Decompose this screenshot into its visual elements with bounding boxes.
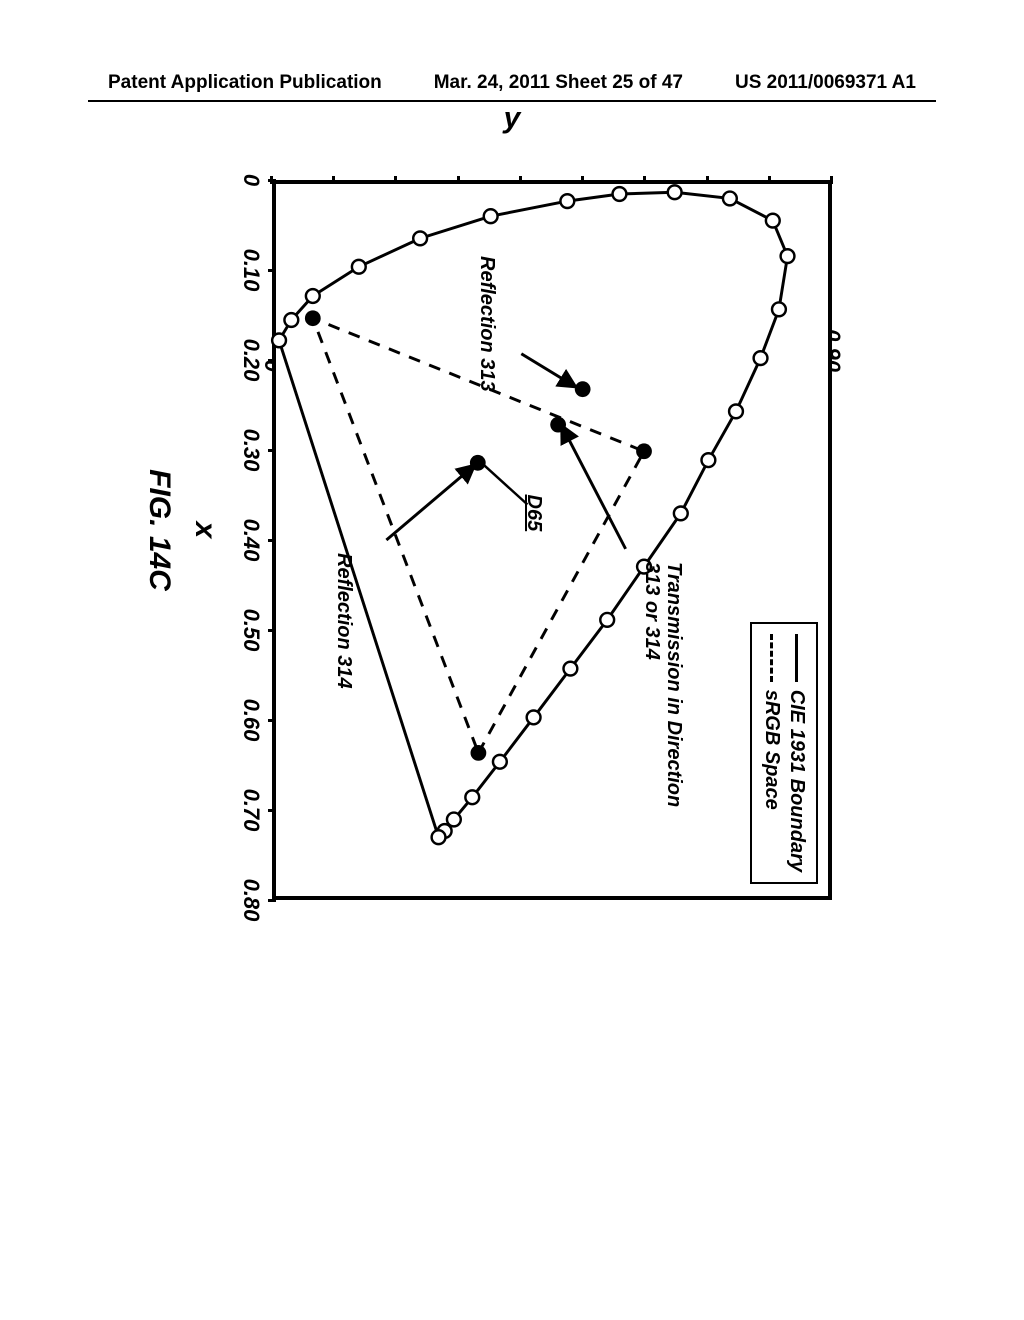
chart-area: CIE 1931 Boundary sRGB Space D65 Transmi… bbox=[272, 180, 832, 900]
annotation-d65: D65 bbox=[522, 495, 545, 532]
legend-label-srgb: sRGB Space bbox=[760, 690, 783, 810]
legend-swatch-solid bbox=[795, 634, 798, 682]
y-axis-label: y bbox=[504, 101, 521, 135]
xtick-label: 0.60 bbox=[238, 699, 264, 742]
figure-title: FIG. 14C bbox=[142, 469, 176, 591]
legend-item-cie: CIE 1931 Boundary bbox=[785, 634, 808, 872]
legend-label-cie: CIE 1931 Boundary bbox=[785, 690, 808, 872]
xtick-label: 0.80 bbox=[238, 879, 264, 922]
xtick-label: 0.30 bbox=[238, 429, 264, 472]
xtick-label: 0.40 bbox=[238, 519, 264, 562]
legend-box: CIE 1931 Boundary sRGB Space bbox=[750, 622, 818, 884]
figure-container: y x FIG. 14C 00.100.200.300.400.500.600.… bbox=[152, 70, 872, 990]
xtick-label: 0.20 bbox=[238, 339, 264, 382]
annotation-reflection-314: Reflection 314 bbox=[332, 553, 355, 689]
annotation-transmission: Transmission in Direction313 or 314 bbox=[641, 562, 685, 807]
xtick-label: 0.50 bbox=[238, 609, 264, 652]
xtick-label: 0 bbox=[238, 174, 264, 186]
legend-item-srgb: sRGB Space bbox=[760, 634, 783, 872]
xtick-label: 0.10 bbox=[238, 249, 264, 292]
chart-svg bbox=[276, 184, 828, 896]
legend-swatch-dashed bbox=[770, 634, 773, 682]
xtick-label: 0.70 bbox=[238, 789, 264, 832]
x-axis-label: x bbox=[188, 522, 222, 539]
annotation-reflection-313: Reflection 313 bbox=[475, 256, 498, 392]
